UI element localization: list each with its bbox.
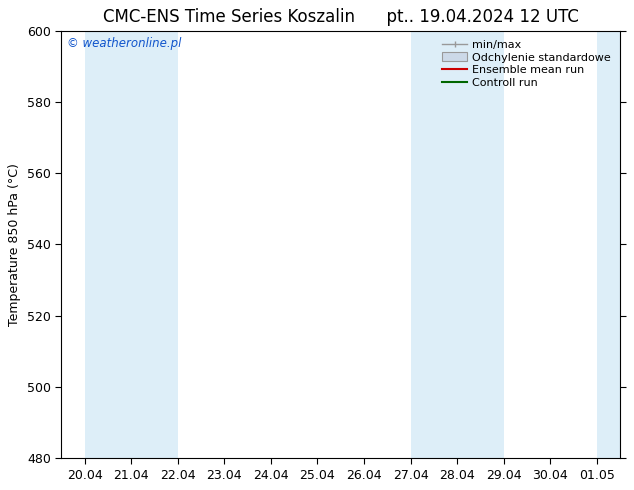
Legend: min/max, Odchylenie standardowe, Ensemble mean run, Controll run: min/max, Odchylenie standardowe, Ensembl… [439, 36, 614, 92]
Bar [597, 31, 620, 458]
Y-axis label: Temperature 850 hPa (°C): Temperature 850 hPa (°C) [8, 163, 22, 326]
Bar [457, 31, 503, 458]
Bar [411, 31, 457, 458]
Bar [84, 31, 131, 458]
Bar [131, 31, 178, 458]
Title: CMC-ENS Time Series Koszalin      pt.. 19.04.2024 12 UTC: CMC-ENS Time Series Koszalin pt.. 19.04.… [103, 8, 579, 26]
Text: © weatheronline.pl: © weatheronline.pl [67, 37, 181, 50]
